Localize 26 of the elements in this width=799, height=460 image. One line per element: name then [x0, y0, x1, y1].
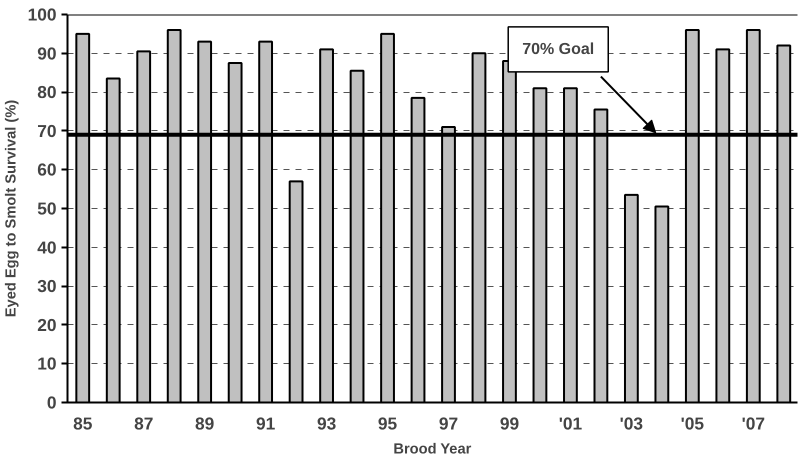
y-axis-title: Eyed Egg to Smolt Survival (%): [4, 100, 20, 318]
x-tick-label: 97: [438, 414, 458, 434]
y-tick-label: 0: [46, 392, 57, 412]
x-tick-label: '05: [680, 414, 704, 434]
x-tick-label: 87: [134, 414, 154, 434]
y-tick-label: 100: [28, 4, 57, 24]
y-tick-label: 10: [37, 354, 57, 374]
x-tick-label: 95: [378, 414, 398, 434]
x-tick-label: 89: [195, 414, 214, 434]
x-tick-label: '07: [742, 414, 766, 434]
x-tick-label: 99: [500, 414, 520, 434]
x-axis-title: Brood Year: [393, 442, 472, 458]
y-tick-label: 60: [37, 160, 57, 180]
y-tick-label: 20: [37, 314, 57, 335]
x-tick-label: '03: [620, 414, 644, 434]
y-tick-label: 90: [37, 43, 57, 64]
x-tick-label: 91: [256, 414, 276, 434]
y-tick-label: 50: [37, 198, 57, 218]
y-tick-label: 70: [37, 120, 57, 141]
y-tick-label: 30: [37, 276, 57, 296]
x-tick-label: '01: [558, 414, 582, 434]
y-tick-label: 40: [37, 237, 57, 258]
x-tick-label: 85: [73, 414, 93, 434]
ref-line-label: 70% Goal: [522, 40, 594, 58]
x-tick-label: 93: [316, 414, 337, 434]
y-tick-label: 80: [37, 82, 57, 102]
